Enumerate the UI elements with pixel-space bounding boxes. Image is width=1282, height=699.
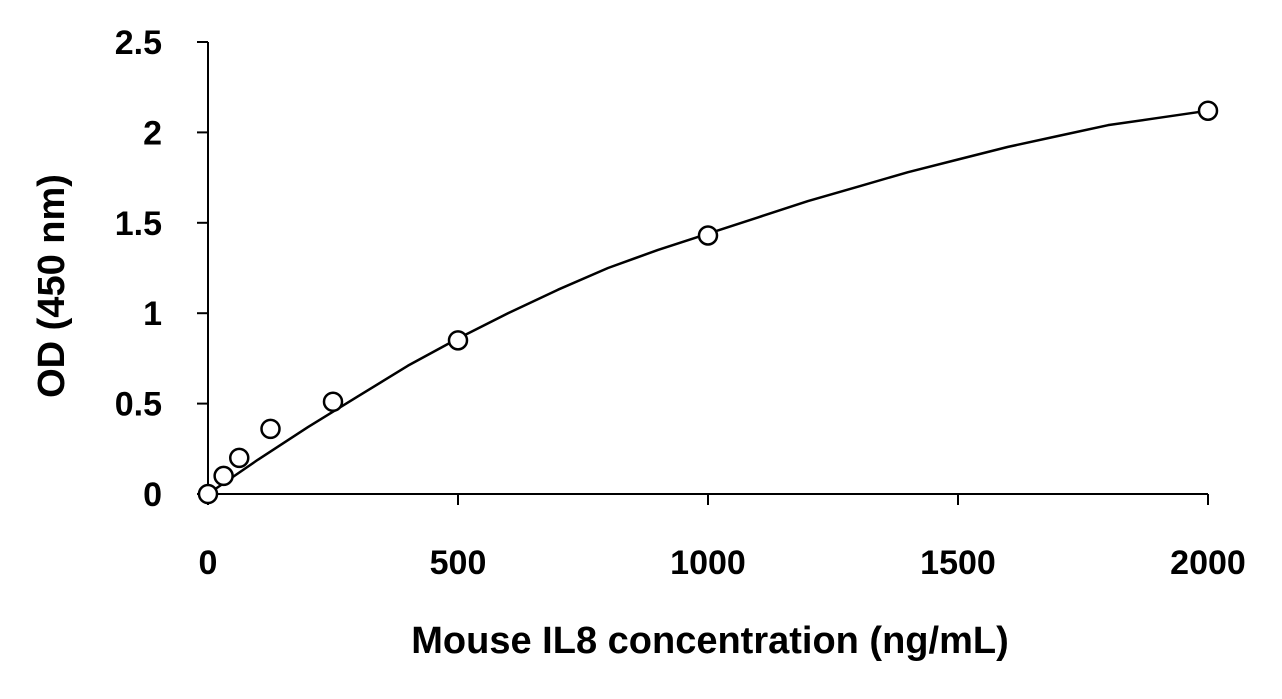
x-tick-label: 1000 xyxy=(670,544,746,582)
y-tick-label: 0.5 xyxy=(115,386,162,424)
tick-labels: 0 0.5 1 1.5 2 2.5 0 500 1000 1500 2000 xyxy=(115,24,1246,582)
x-tick-label: 1500 xyxy=(920,544,996,582)
data-point xyxy=(260,418,281,440)
data-point xyxy=(322,391,344,413)
y-tick-label: 2.5 xyxy=(115,24,162,62)
x-tick-label: 2000 xyxy=(1170,544,1246,582)
data-point xyxy=(1197,100,1219,121)
data-point xyxy=(229,447,250,469)
y-tick-label: 2 xyxy=(143,114,162,152)
y-axis-title: OD (450 nm) xyxy=(31,174,73,398)
x-tick-label: 500 xyxy=(430,544,487,582)
data-point xyxy=(213,465,234,487)
y-tick-label: 0 xyxy=(143,476,162,514)
data-point xyxy=(697,225,719,246)
data-point xyxy=(197,483,219,505)
fit-curve-line xyxy=(207,109,1209,496)
data-points xyxy=(197,100,1219,505)
fit-curve-group xyxy=(207,109,1209,496)
x-tick-label: 0 xyxy=(199,544,218,582)
axes xyxy=(197,41,1209,505)
y-tick-label: 1.5 xyxy=(115,205,162,243)
x-axis-title: Mouse IL8 concentration (ng/mL) xyxy=(411,620,1008,662)
y-tick-label: 1 xyxy=(143,295,162,333)
data-point xyxy=(447,330,469,351)
